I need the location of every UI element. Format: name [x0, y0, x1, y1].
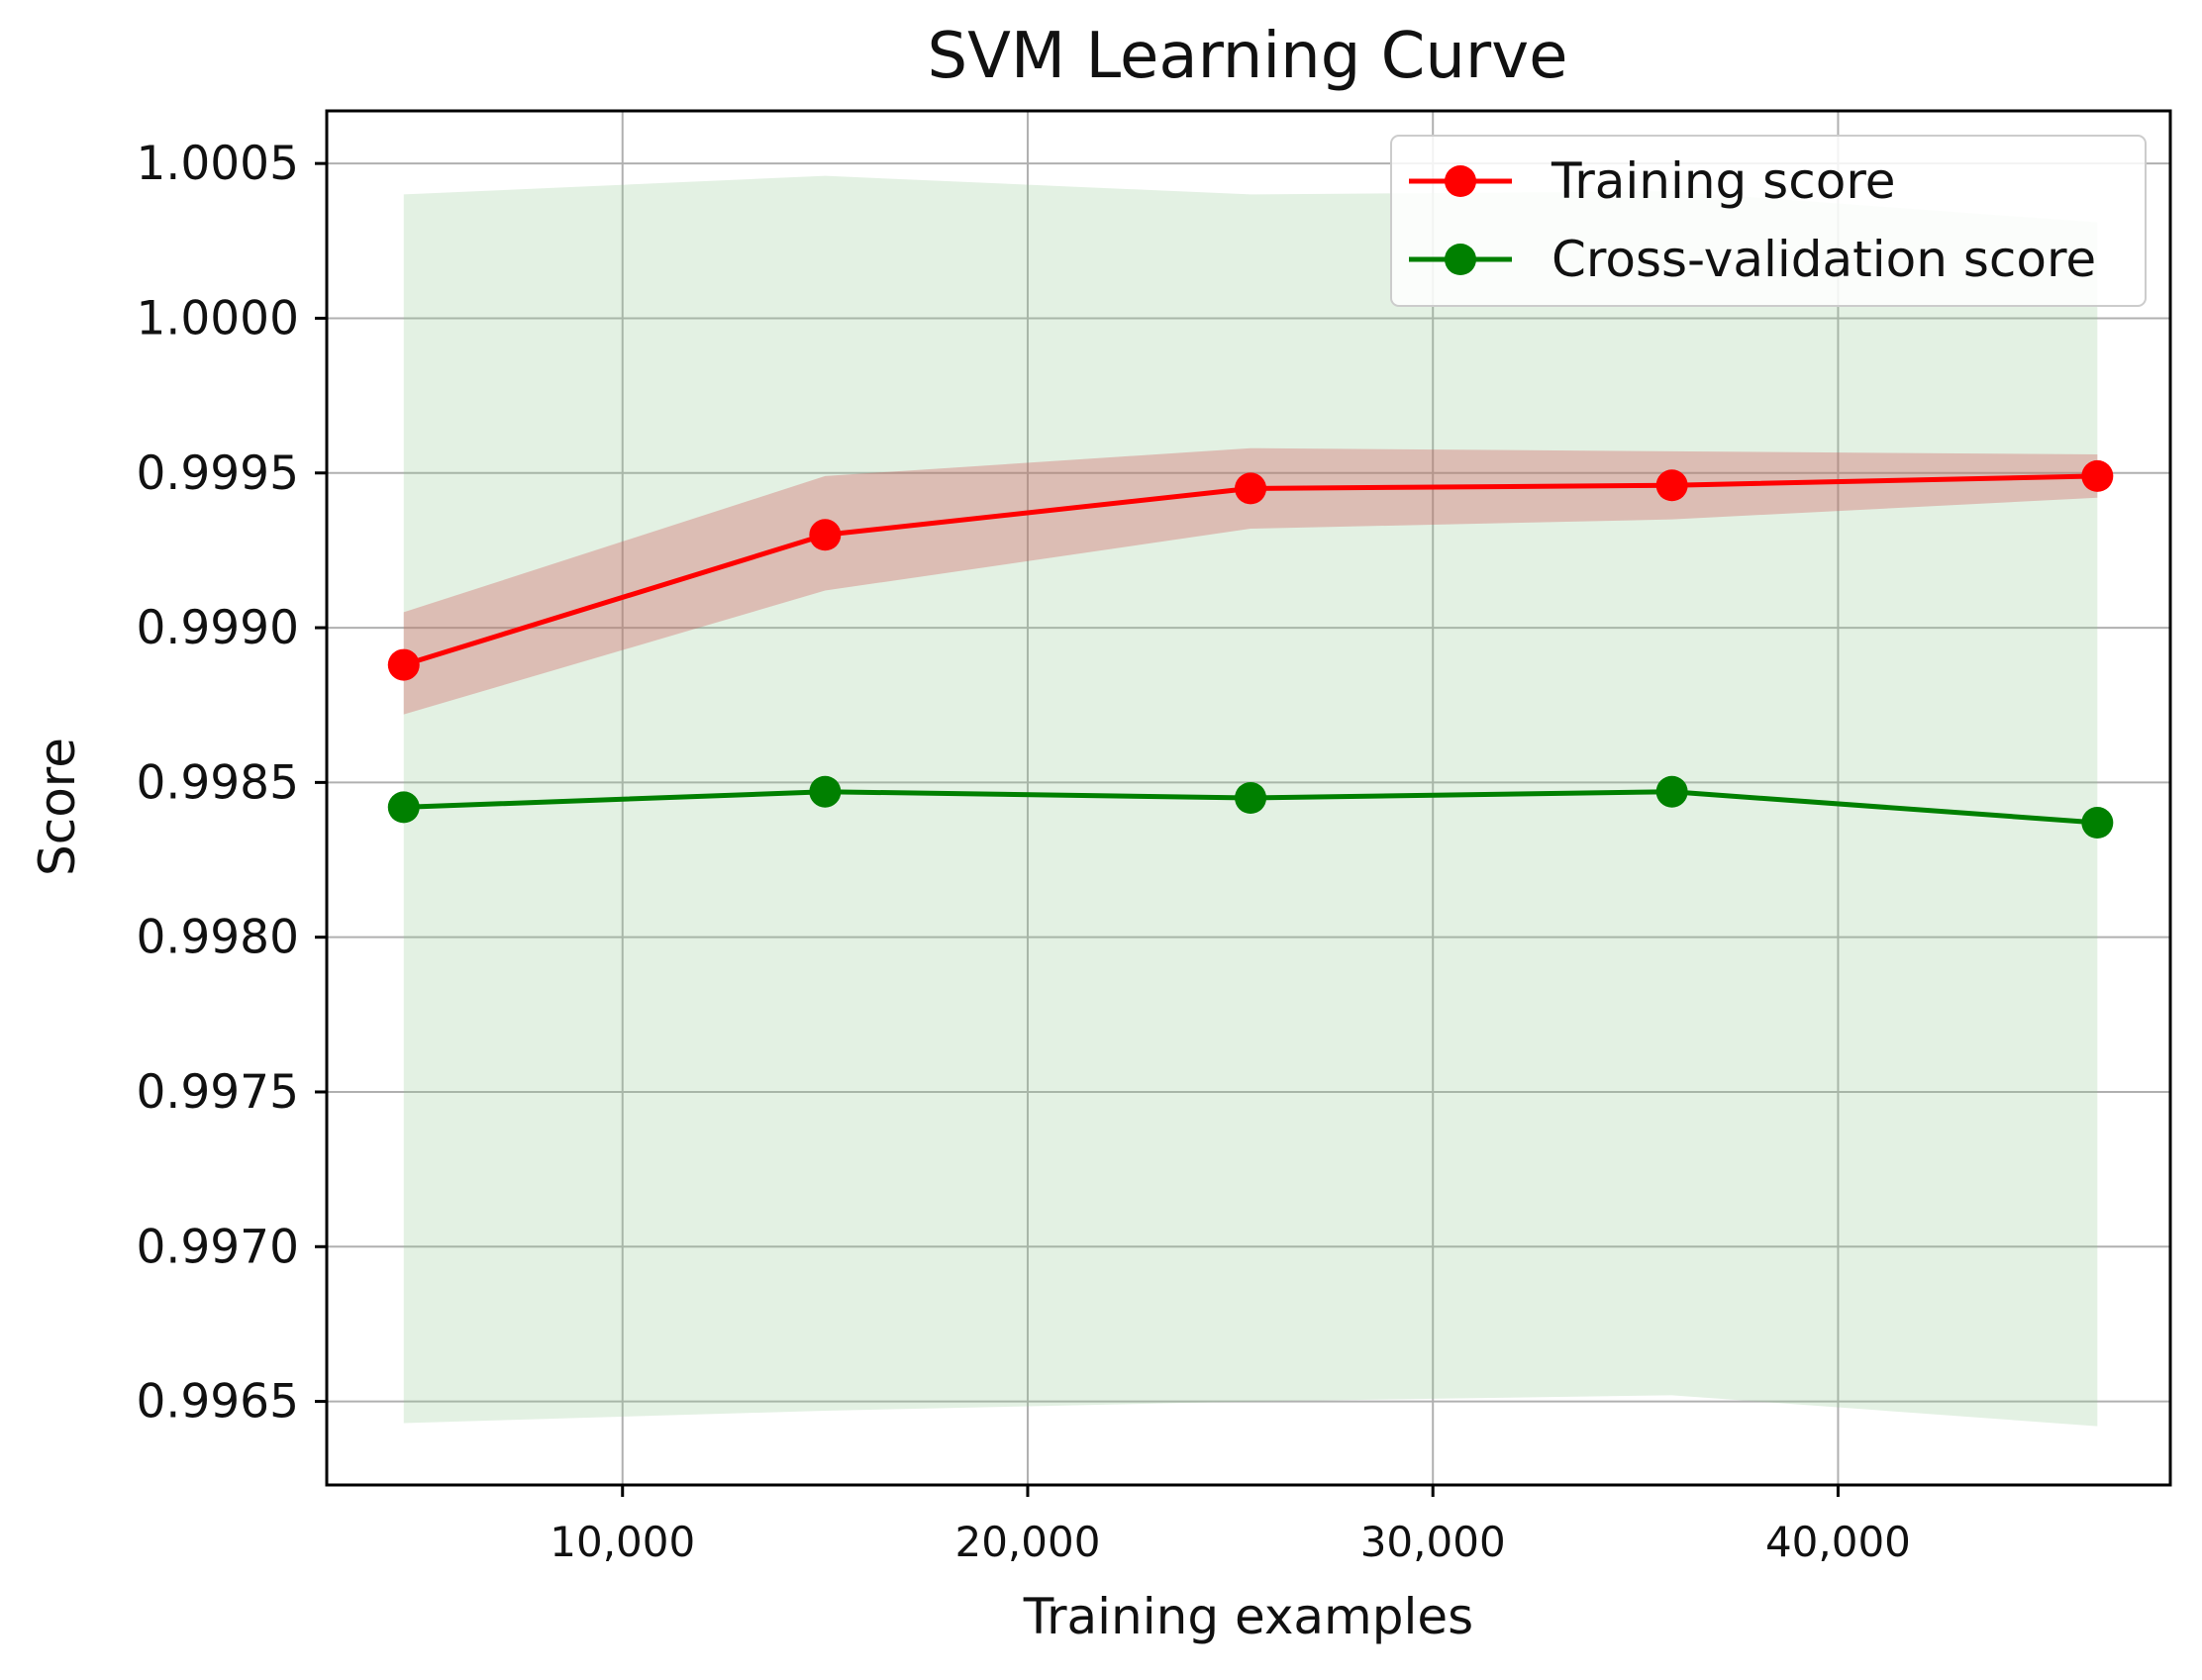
y-tick-label: 0.9990 [137, 601, 299, 655]
training-score-point [387, 648, 420, 681]
legend-box [1390, 135, 2147, 307]
training-score-band [403, 447, 2098, 715]
legend-cv-score-marker [1445, 244, 1476, 275]
training-score-point [809, 519, 842, 551]
plot-frame [325, 109, 2172, 1487]
x-tick-label: 30,000 [1360, 1518, 1506, 1566]
cv-score-point [1655, 775, 1688, 808]
cv-score-point [1235, 782, 1267, 814]
x-tick-label: 40,000 [1765, 1518, 1911, 1566]
training-score-point [2081, 459, 2114, 492]
training-score-point [1235, 472, 1267, 505]
legend: Training score Cross-validation score [1390, 135, 2147, 307]
y-tick-label: 0.9965 [137, 1375, 299, 1430]
y-axis-label: Score [29, 738, 86, 876]
x-tick-label: 20,000 [954, 1518, 1100, 1566]
chart-title: SVM Learning Curve [928, 20, 1568, 93]
y-tick-label: 0.9975 [137, 1065, 299, 1120]
series-lines [387, 459, 2114, 840]
legend-training-score-label: Training score [1551, 152, 1896, 210]
x-axis-label: Training examples [1023, 1588, 1473, 1645]
legend-training-score-marker [1445, 165, 1476, 197]
legend-cv-score-label: Cross-validation score [1551, 231, 2096, 288]
cv-score-point [2081, 807, 2114, 840]
y-tick-label: 0.9995 [137, 446, 299, 501]
y-tick-label: 0.9985 [137, 755, 299, 810]
y-tick-label: 0.9970 [137, 1220, 299, 1274]
cv-score-point [387, 791, 420, 824]
axes: 0.9965 0.9970 0.9975 0.9980 0.9985 0.9990 0.99… [137, 109, 2172, 1566]
cv-score-point [809, 775, 842, 808]
y-tick-label: 0.9980 [137, 911, 299, 965]
y-tick-label: 1.0000 [137, 291, 299, 346]
training-score-point [1655, 469, 1688, 502]
x-tick-label: 10,000 [550, 1518, 695, 1566]
y-tick-label: 1.0005 [137, 137, 299, 191]
